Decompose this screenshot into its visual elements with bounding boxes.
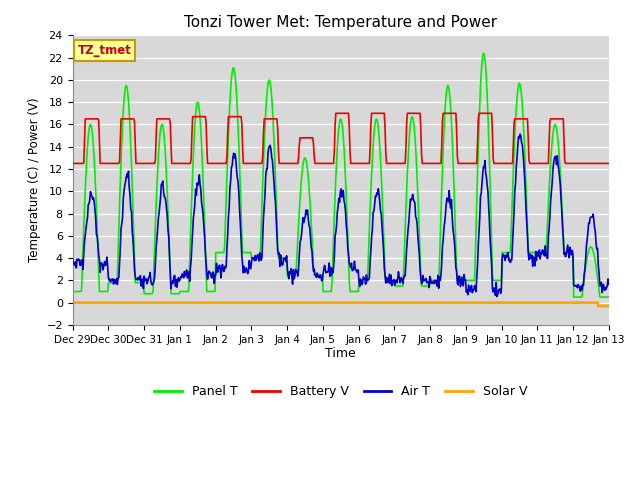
Air T bbox=[406, 206, 413, 212]
Solar V bbox=[422, 300, 429, 306]
Air T bbox=[79, 259, 86, 265]
Panel T bbox=[570, 294, 577, 300]
Text: TZ_tmet: TZ_tmet bbox=[78, 44, 132, 57]
Legend: Panel T, Battery V, Air T, Solar V: Panel T, Battery V, Air T, Solar V bbox=[149, 380, 532, 403]
Battery V bbox=[605, 160, 612, 166]
Solar V bbox=[595, 303, 602, 309]
X-axis label: Time: Time bbox=[325, 348, 356, 360]
Battery V bbox=[406, 110, 414, 116]
Solar V bbox=[68, 300, 76, 306]
Panel T bbox=[134, 280, 141, 286]
Panel T bbox=[216, 250, 224, 255]
Solar V bbox=[605, 303, 612, 309]
Air T bbox=[216, 264, 224, 270]
Air T bbox=[422, 278, 429, 284]
Solar V bbox=[216, 300, 224, 306]
Line: Panel T: Panel T bbox=[72, 53, 609, 297]
Panel T bbox=[479, 50, 487, 56]
Panel T bbox=[79, 266, 86, 272]
Air T bbox=[516, 131, 524, 137]
Solar V bbox=[406, 300, 413, 306]
Title: Tonzi Tower Met: Temperature and Power: Tonzi Tower Met: Temperature and Power bbox=[184, 15, 497, 30]
Air T bbox=[68, 256, 76, 262]
Panel T bbox=[605, 294, 612, 300]
Air T bbox=[188, 242, 196, 248]
Y-axis label: Temperature (C) / Power (V): Temperature (C) / Power (V) bbox=[28, 98, 41, 263]
Solar V bbox=[134, 300, 141, 306]
Battery V bbox=[79, 160, 86, 166]
Battery V bbox=[216, 160, 224, 166]
Panel T bbox=[422, 283, 429, 289]
Solar V bbox=[79, 300, 86, 306]
Line: Air T: Air T bbox=[72, 134, 609, 297]
Air T bbox=[605, 281, 612, 287]
Panel T bbox=[68, 288, 76, 294]
Battery V bbox=[68, 160, 76, 166]
Battery V bbox=[188, 132, 196, 138]
Battery V bbox=[422, 160, 430, 166]
Panel T bbox=[406, 130, 413, 136]
Line: Battery V: Battery V bbox=[72, 113, 609, 163]
Battery V bbox=[332, 110, 340, 116]
Air T bbox=[134, 277, 141, 283]
Solar V bbox=[188, 300, 196, 306]
Panel T bbox=[188, 189, 196, 195]
Air T bbox=[493, 294, 500, 300]
Battery V bbox=[134, 160, 141, 166]
Line: Solar V: Solar V bbox=[72, 303, 609, 306]
